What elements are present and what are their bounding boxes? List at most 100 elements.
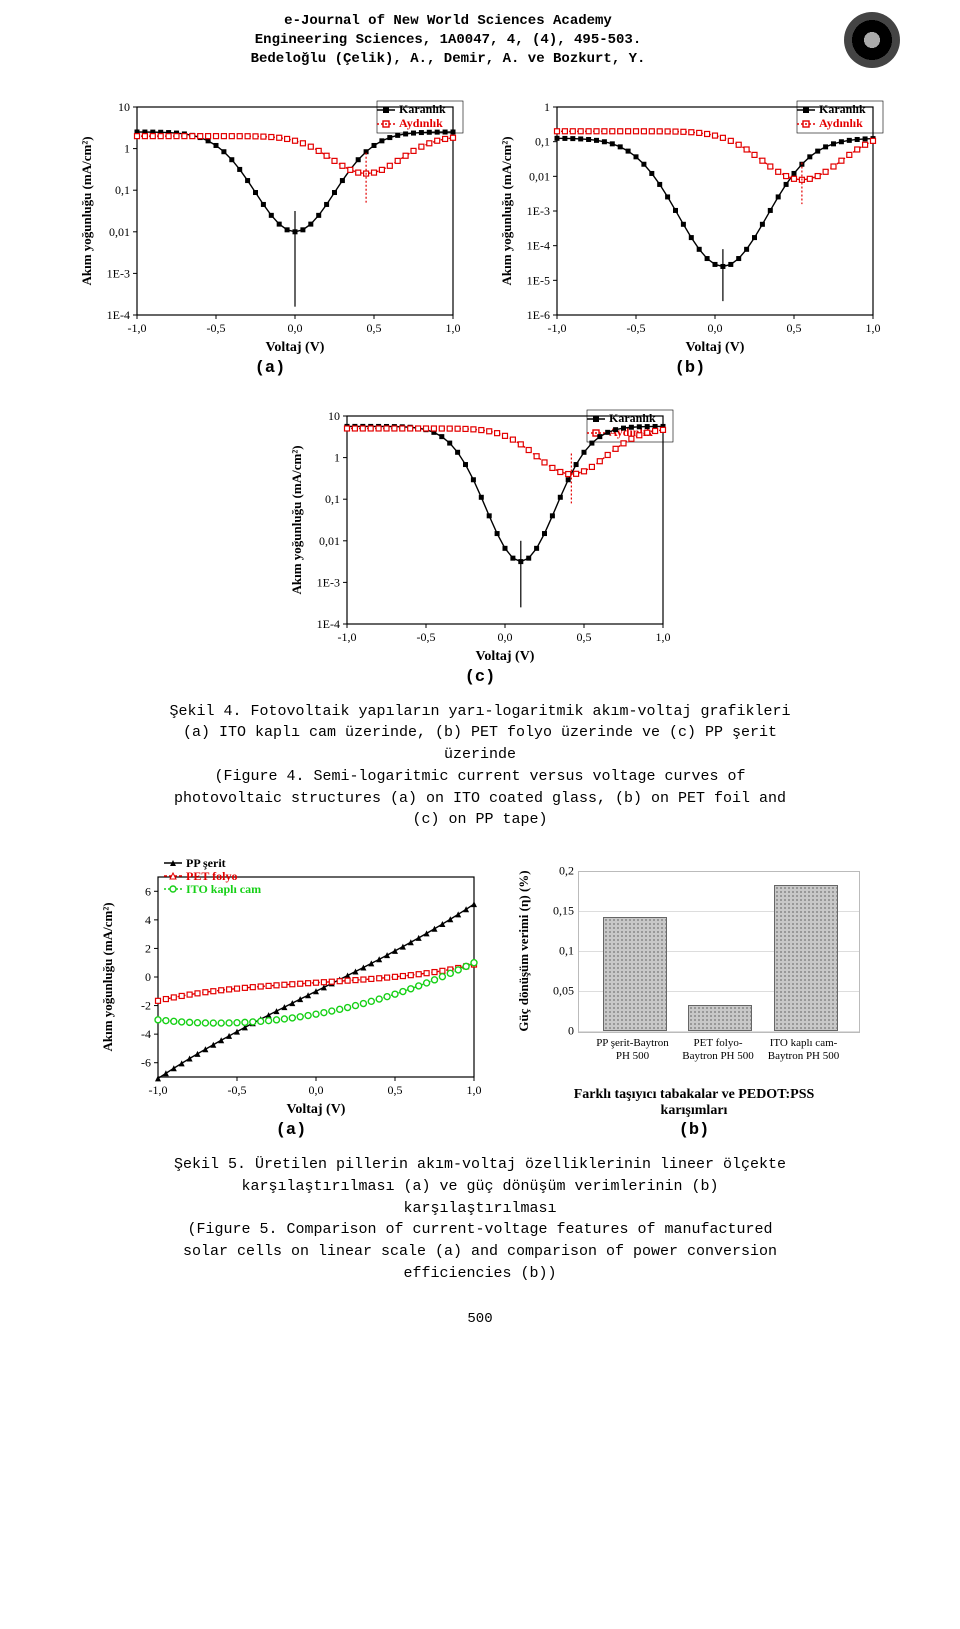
- fig4a-plot: 10 1 0,1 0,01 1E-3 1E-4-1,0 -0,5 0,0 0,5 1,0 Volta…: [75, 97, 465, 357]
- bar-label: Baytron PH 500: [768, 1050, 840, 1062]
- fig5b-panel: Güç dönüşüm verimi (η) (%) 00,050,10,150…: [524, 865, 864, 1140]
- caption-line: üzerinde: [60, 744, 900, 766]
- caption-line: karşılaştırılması (a) ve güç dönüşüm ver…: [60, 1176, 900, 1198]
- svg-text:10: 10: [328, 409, 340, 423]
- bar: [688, 1005, 752, 1031]
- bar-xlabel: ITO kaplı cam-Baytron PH 500: [759, 1037, 849, 1063]
- svg-text:1E-4: 1E-4: [527, 238, 550, 252]
- svg-text:Karanlık: Karanlık: [819, 102, 866, 116]
- svg-text:PET folyo: PET folyo: [186, 869, 237, 883]
- fig4c-label: (c): [465, 668, 496, 687]
- svg-text:Karanlık: Karanlık: [399, 102, 446, 116]
- bar-label: PP şerit-Baytron: [596, 1037, 669, 1049]
- fig4c-panel: 1010,10,011E-31E-4-1,0-0,50,00,51,0Volta…: [285, 406, 675, 687]
- svg-text:-1,0: -1,0: [128, 321, 147, 335]
- bar-label: PET folyo-: [694, 1037, 743, 1049]
- fig5b-label: (b): [679, 1121, 710, 1140]
- bar-label: PH 500: [616, 1050, 649, 1062]
- bar-xlabel: PET folyo-Baytron PH 500: [673, 1037, 763, 1063]
- ytick: 0: [568, 1024, 574, 1039]
- svg-text:Aydınlık: Aydınlık: [399, 116, 443, 130]
- svg-text:4: 4: [145, 913, 151, 927]
- svg-text:1,0: 1,0: [866, 321, 881, 335]
- svg-text:Voltaj (V): Voltaj (V): [266, 340, 325, 355]
- svg-text:0,01: 0,01: [529, 169, 550, 183]
- svg-text:-4: -4: [141, 1027, 151, 1041]
- caption-line: karşılaştırılması: [60, 1198, 900, 1220]
- svg-text:0,5: 0,5: [367, 321, 382, 335]
- caption-line: efficiencies (b)): [60, 1263, 900, 1285]
- caption-line: (Figure 4. Semi-logaritmic current versu…: [60, 766, 900, 788]
- svg-text:ITO kaplı cam: ITO kaplı cam: [186, 882, 261, 896]
- svg-text:-0,5: -0,5: [627, 321, 646, 335]
- svg-text:0,0: 0,0: [498, 630, 513, 644]
- svg-text:-1,0: -1,0: [149, 1083, 168, 1097]
- svg-text:0,1: 0,1: [325, 492, 340, 506]
- bar-plot-area: [578, 871, 859, 1032]
- svg-text:2: 2: [145, 942, 151, 956]
- fig5b-xtitle: Farklı taşıyıcı tabakalar ve PEDOT:PSS k…: [574, 1087, 815, 1119]
- svg-text:-1,0: -1,0: [548, 321, 567, 335]
- fig5a-plot: 6420-2-4-6-1,0-0,50,00,51,0Voltaj (V)Akı…: [96, 859, 486, 1119]
- svg-text:1: 1: [124, 141, 130, 155]
- svg-text:1E-3: 1E-3: [317, 575, 340, 589]
- svg-text:-0,5: -0,5: [417, 630, 436, 644]
- figure4-row1: 1010,10,011E-31E-4-1,0-0,50,00,51,0Volta…: [60, 97, 900, 378]
- svg-text:0,0: 0,0: [309, 1083, 324, 1097]
- svg-text:Akım yoğunluğu (mA/cm²): Akım yoğunluğu (mA/cm²): [289, 445, 304, 594]
- fig5a-panel: 6420-2-4-6-1,0-0,50,00,51,0Voltaj (V)Akı…: [96, 859, 486, 1140]
- figure5-row: 6420-2-4-6-1,0-0,50,00,51,0Voltaj (V)Akı…: [60, 859, 900, 1140]
- svg-text:-2: -2: [141, 999, 151, 1013]
- svg-text:1E-5: 1E-5: [527, 273, 550, 287]
- caption-line: Şekil 5. Üretilen pillerin akım-voltaj ö…: [60, 1154, 900, 1176]
- header-line: Engineering Sciences, 1A0047, 4, (4), 49…: [60, 31, 836, 50]
- svg-text:1: 1: [544, 100, 550, 114]
- figure4-row2: 1010,10,011E-31E-4-1,0-0,50,00,51,0Volta…: [60, 406, 900, 687]
- fig5a-label: (a): [276, 1121, 307, 1140]
- svg-text:Voltaj (V): Voltaj (V): [476, 649, 535, 664]
- bar: [603, 917, 667, 1031]
- xtitle-line: karışımları: [661, 1103, 728, 1118]
- svg-text:1E-4: 1E-4: [317, 617, 340, 631]
- svg-text:0: 0: [145, 970, 151, 984]
- fig4b-label: (b): [675, 359, 706, 378]
- header-line: e-Journal of New World Sciences Academy: [60, 12, 836, 31]
- caption-line: photovoltaic structures (a) on ITO coate…: [60, 788, 900, 810]
- svg-text:1E-3: 1E-3: [107, 266, 130, 280]
- svg-text:-1,0: -1,0: [338, 630, 357, 644]
- svg-text:0,1: 0,1: [535, 134, 550, 148]
- ytick: 0,2: [559, 864, 574, 879]
- svg-text:Akım yoğunluğu (mA/cm²): Akım yoğunluğu (mA/cm²): [79, 136, 94, 285]
- svg-text:Akım yoğunluğu (mA/cm²): Akım yoğunluğu (mA/cm²): [100, 903, 115, 1052]
- svg-text:-6: -6: [141, 1056, 151, 1070]
- fig4b-panel: 10,10,011E-31E-41E-51E-6-1,0-0,50,00,51,…: [495, 97, 885, 378]
- svg-text:0,01: 0,01: [109, 224, 130, 238]
- ytick: 0,15: [553, 904, 574, 919]
- header: e-Journal of New World Sciences Academy …: [60, 12, 900, 69]
- svg-text:0,0: 0,0: [288, 321, 303, 335]
- figure5-caption: Şekil 5. Üretilen pillerin akım-voltaj ö…: [60, 1154, 900, 1285]
- svg-text:0,5: 0,5: [787, 321, 802, 335]
- svg-text:Voltaj (V): Voltaj (V): [287, 1102, 346, 1117]
- ytick: 0,1: [559, 944, 574, 959]
- journal-logo-icon: [844, 12, 900, 68]
- xtitle-line: Farklı taşıyıcı tabakalar ve PEDOT:PSS: [574, 1087, 815, 1102]
- bar: [774, 885, 838, 1031]
- fig4a-panel: 10 1 0,1 0,01 1E-3 1E-4-1,0 -0,5 0,0 0,5 1,0 Volta…: [75, 97, 465, 378]
- caption-line: (c) on PP tape): [60, 809, 900, 831]
- fig4a-label: (a): [255, 359, 286, 378]
- svg-text:0,5: 0,5: [577, 630, 592, 644]
- svg-text:1,0: 1,0: [446, 321, 461, 335]
- svg-text:10: 10: [118, 100, 130, 114]
- fig5b-barchart: Güç dönüşüm verimi (η) (%) 00,050,10,150…: [524, 865, 864, 1085]
- svg-text:-0,5: -0,5: [207, 321, 226, 335]
- svg-text:1: 1: [334, 450, 340, 464]
- svg-text:1,0: 1,0: [467, 1083, 482, 1097]
- svg-text:-0,5: -0,5: [228, 1083, 247, 1097]
- svg-text:0,1: 0,1: [115, 183, 130, 197]
- page-number: 500: [60, 1311, 900, 1327]
- svg-text:1E-4: 1E-4: [107, 308, 130, 322]
- svg-text:1E-6: 1E-6: [527, 308, 550, 322]
- svg-text:Karanlık: Karanlık: [609, 411, 656, 425]
- caption-line: Şekil 4. Fotovoltaik yapıların yarı-loga…: [60, 701, 900, 723]
